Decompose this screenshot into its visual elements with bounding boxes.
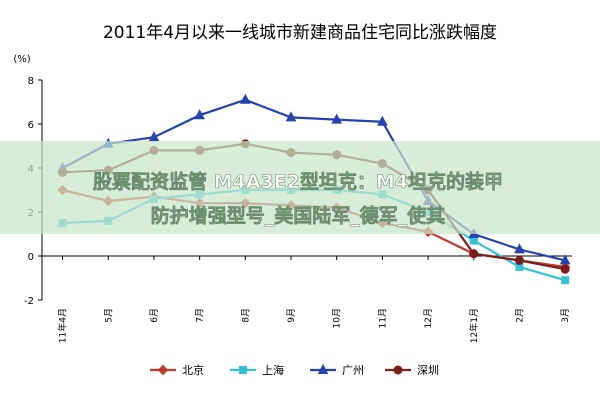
- x-tick-label: 11年4月: [57, 308, 69, 343]
- legend-marker: [239, 366, 247, 374]
- legend-label: 北京: [182, 363, 204, 377]
- y-tick-label: 0: [28, 252, 34, 263]
- x-tick-label: 12年1月: [468, 308, 480, 343]
- x-tick-label: 3月: [560, 308, 571, 323]
- y-axis-unit-label: (%): [13, 54, 30, 65]
- x-tick-label: 9月: [286, 308, 297, 323]
- data-point: [239, 93, 251, 104]
- x-axis-ticks: 11年4月 5月 6月 7月 8月 9月 10月 11月 12月 12年1月 2月 3月: [57, 256, 571, 343]
- overlay-band: [0, 141, 600, 234]
- x-tick-label: 7月: [195, 308, 206, 323]
- series-line: [62, 98, 566, 262]
- data-point: [285, 111, 297, 122]
- data-point: [514, 255, 524, 265]
- data-point: [560, 264, 570, 274]
- legend-marker: [317, 363, 329, 374]
- x-tick-label: 6月: [149, 308, 160, 323]
- legend-label: 上海: [262, 363, 284, 377]
- overlay-line-1: 股票配资监管 M4A3E2型坦克：M4坦克的装甲: [93, 170, 503, 193]
- legend-item: 北京: [150, 363, 204, 377]
- y-tick-label: 8: [28, 76, 34, 87]
- data-point: [148, 131, 160, 142]
- data-point: [331, 113, 343, 124]
- x-tick-label: 8月: [240, 308, 251, 323]
- legend-marker: [393, 365, 403, 375]
- legend-marker: [157, 364, 169, 376]
- chart-legend: 北京 上海 广州 深圳: [150, 363, 439, 377]
- y-tick-label: -2: [24, 296, 34, 307]
- data-point: [514, 243, 525, 254]
- x-tick-label: 2月: [514, 308, 525, 323]
- chart-title: 2011年4月以来一线城市新建商品住宅同比涨跌幅度: [103, 23, 497, 43]
- watermark-overlay: 股票配资监管 M4A3E2型坦克：M4坦克的装甲 防护增强型号_美国陆军_德军_…: [0, 141, 600, 234]
- data-point: [469, 249, 479, 259]
- data-point: [469, 236, 478, 245]
- data-point: [194, 109, 205, 120]
- x-tick-label: 11月: [377, 308, 388, 328]
- legend-item: 广州: [310, 363, 364, 377]
- overlay-line-2: 防护增强型号_美国陆军_德军_使其: [151, 204, 446, 227]
- data-point: [559, 254, 571, 265]
- legend-label: 广州: [342, 364, 364, 377]
- legend-item: 上海: [230, 363, 284, 377]
- data-point: [377, 115, 388, 126]
- x-tick-label: 10月: [332, 308, 343, 328]
- legend-item: 深圳: [385, 364, 439, 377]
- y-tick-label: 6: [28, 120, 34, 131]
- legend-label: 深圳: [417, 364, 439, 377]
- data-point: [561, 276, 570, 285]
- x-tick-label: 12月: [423, 308, 434, 328]
- x-tick-label: 5月: [103, 308, 114, 323]
